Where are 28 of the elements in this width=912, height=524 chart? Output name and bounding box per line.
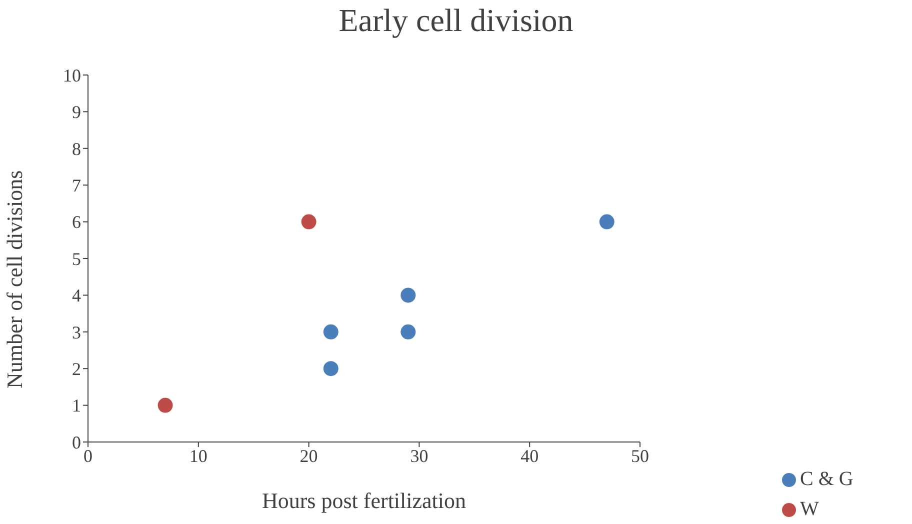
point xyxy=(400,324,416,340)
x-tick-label: 30 xyxy=(410,446,428,466)
x-axis-title: Hours post fertilization xyxy=(262,488,466,513)
x-tick-label: 40 xyxy=(520,446,539,466)
legend-label: C & G xyxy=(800,468,854,490)
y-tick-label: 0 xyxy=(72,432,81,452)
y-tick-label: 8 xyxy=(72,138,81,159)
y-tick-label: 4 xyxy=(72,286,81,306)
y-tick-label: 6 xyxy=(72,212,81,232)
x-tick-label: 20 xyxy=(300,446,318,466)
legend-label: W xyxy=(800,498,819,520)
point xyxy=(323,324,338,340)
x-tick-label: 50 xyxy=(631,446,649,466)
y-tick-label: 1 xyxy=(72,396,81,416)
y-tick-label: 9 xyxy=(72,102,81,122)
y-tick-label: 3 xyxy=(72,322,81,342)
chart-title: Early cell division xyxy=(338,2,574,39)
point xyxy=(323,361,338,376)
y-axis-title: Number of cell divisions xyxy=(2,170,27,388)
point xyxy=(599,214,614,230)
y-tick-label: 5 xyxy=(72,248,81,269)
y-tick-label: 2 xyxy=(72,358,81,379)
point xyxy=(158,398,173,413)
point xyxy=(400,288,416,303)
y-tick-label: 10 xyxy=(63,65,81,86)
point xyxy=(301,214,316,230)
x-tick-label: 10 xyxy=(189,446,208,466)
y-tick-label: 7 xyxy=(72,175,81,196)
